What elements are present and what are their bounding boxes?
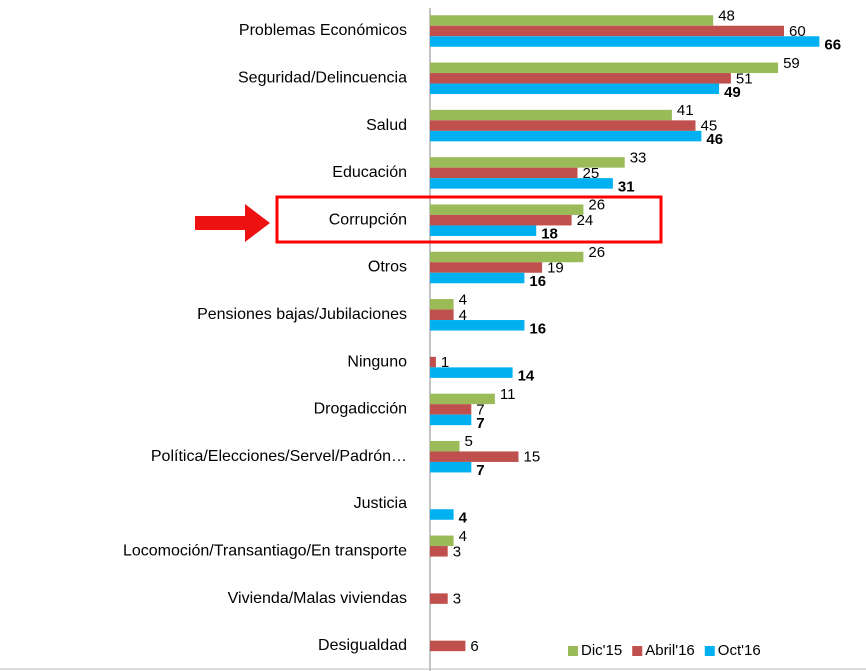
bar: [430, 440, 460, 452]
bar: [430, 262, 543, 273]
y-tick-label: Salud: [366, 117, 407, 134]
legend-label: Oct'16: [718, 642, 761, 659]
bar: [430, 36, 820, 47]
bar: [430, 272, 525, 284]
value-label: 41: [677, 102, 694, 119]
value-label: 16: [529, 273, 546, 290]
bar: [430, 214, 572, 226]
legend-swatch: [568, 646, 578, 656]
bar: [430, 299, 454, 310]
value-label: 6: [470, 638, 478, 655]
value-label: 48: [718, 7, 735, 24]
bar: [430, 593, 448, 604]
legend-swatch: [704, 646, 715, 656]
value-label: 14: [518, 368, 535, 385]
bar: [430, 640, 466, 652]
value-label: 16: [529, 320, 546, 337]
y-tick-label: Pensiones bajas/Jubilaciones: [197, 306, 407, 323]
value-label: 46: [706, 131, 723, 148]
legend-label: Dic'15: [581, 642, 622, 659]
value-label: 7: [476, 401, 484, 418]
y-tick-label: Vivienda/Malas viviendas: [228, 590, 407, 607]
value-label: 26: [588, 197, 605, 214]
y-tick-label: Corrupción: [329, 211, 407, 228]
y-tick-label: Seguridad/Delincuencia: [238, 70, 407, 87]
value-label: 4: [459, 509, 468, 526]
legend-swatch: [632, 646, 643, 656]
bar: [430, 178, 613, 189]
legend-label: Abril'16: [645, 642, 695, 659]
value-label: 26: [588, 244, 605, 261]
value-label: 7: [476, 462, 484, 479]
bar: [430, 461, 472, 473]
bar: [430, 367, 513, 378]
value-label: 4: [459, 291, 467, 308]
value-label: 4: [459, 307, 467, 324]
value-label: 33: [630, 149, 647, 166]
bar: [430, 120, 696, 131]
bar: [430, 62, 779, 74]
y-tick-label: Justicia: [354, 495, 407, 512]
bar: [430, 451, 519, 462]
y-tick-label: Ninguno: [347, 353, 407, 370]
value-label: 3: [453, 591, 461, 608]
bar: [430, 25, 784, 37]
value-label: 18: [541, 226, 558, 243]
y-tick-label: Política/Elecciones/Servel/Padrón…: [151, 448, 407, 465]
bar: [430, 73, 731, 84]
bar: [430, 15, 714, 26]
bar: [430, 535, 454, 547]
bar: [430, 356, 436, 368]
y-tick-label: Otros: [368, 259, 407, 276]
value-label: 66: [824, 36, 841, 53]
bar: [430, 414, 472, 426]
bar: [430, 320, 525, 331]
value-label: 19: [547, 259, 564, 276]
value-label: 11: [500, 386, 516, 403]
bar: [430, 309, 454, 321]
y-tick-label: Locomoción/Transantiago/En transporte: [123, 543, 407, 560]
bar: [430, 130, 702, 142]
highlight-box: [275, 195, 663, 244]
y-tick-label: Educación: [332, 164, 407, 181]
value-label: 5: [465, 433, 473, 450]
value-label: 24: [577, 212, 594, 229]
bar: [430, 157, 625, 168]
bar: [430, 109, 672, 121]
bar: [430, 393, 495, 405]
bar: [430, 404, 472, 415]
value-label: 15: [524, 449, 541, 466]
bar: [430, 251, 584, 263]
value-label: 60: [789, 23, 806, 40]
y-tick-label: Desigualdad: [318, 637, 407, 654]
value-label: 59: [783, 55, 800, 72]
value-label: 1: [441, 354, 449, 371]
value-label: 7: [476, 415, 484, 432]
value-label: 25: [583, 165, 600, 182]
value-label: 3: [453, 543, 461, 560]
bar: [430, 546, 448, 557]
bar: [430, 83, 720, 95]
value-label: 31: [618, 178, 635, 195]
bar: [430, 225, 537, 236]
highlight-arrow: [195, 204, 270, 242]
value-label: 45: [701, 118, 718, 135]
value-label: 49: [724, 84, 741, 101]
bar: [430, 509, 454, 520]
bar: [430, 167, 578, 179]
value-label: 51: [736, 70, 753, 87]
y-tick-label: Problemas Económicos: [239, 22, 407, 39]
y-tick-label: Drogadicción: [314, 401, 407, 418]
bar: [430, 204, 584, 215]
value-label: 4: [459, 528, 467, 545]
